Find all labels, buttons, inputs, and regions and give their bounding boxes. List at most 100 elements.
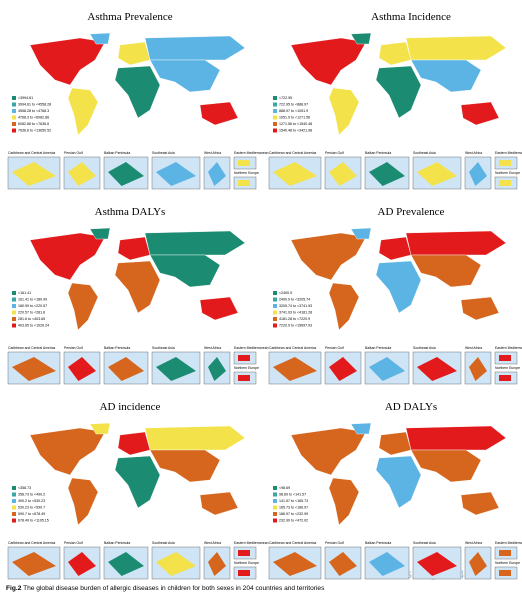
map-panel: AD incidence <358.73 358.73 to <490.2 490.2… (7, 401, 269, 580)
inset-label: Southeast Asia (413, 541, 436, 545)
region (199, 491, 239, 516)
region (375, 65, 422, 119)
region (290, 427, 367, 476)
legend-label: 4181.28 to <7220.9 (279, 317, 310, 321)
legend-label: 232.99 to <472.02 (279, 518, 308, 522)
world-map (29, 422, 246, 526)
world-map (29, 32, 246, 136)
legend-swatch (12, 323, 16, 328)
legend-swatch (12, 102, 16, 107)
inset-land (12, 162, 56, 186)
inset-land (369, 162, 405, 186)
inset-land (499, 570, 511, 576)
legend-label: 161.41 to <180.99 (18, 297, 47, 301)
map-panel: Asthma Prevalence <3994.61 3994.61 to <455… (7, 11, 269, 190)
inset-land (238, 180, 250, 186)
legend-swatch (273, 317, 277, 321)
inset-land (68, 162, 96, 186)
inset-land (68, 552, 96, 576)
legend-swatch (12, 291, 16, 295)
legend-swatch (12, 518, 16, 523)
region (67, 477, 99, 526)
region (460, 296, 500, 321)
map-panel: Asthma Incidence <722.95 722.95 to <888.97… (268, 11, 522, 190)
inset-land (499, 355, 511, 361)
region (199, 296, 239, 321)
panel-title: Asthma DALYs (95, 206, 166, 218)
map-panel: Asthma DALYs <161.41 161.41 to <180.99 180.… (7, 206, 269, 385)
inset-land (499, 180, 511, 186)
inset-label: Persian Gulf (64, 346, 83, 350)
inset-label: Eastern Mediterranean (234, 541, 269, 545)
inset-label: Southeast Asia (152, 151, 175, 155)
inset-land (417, 357, 457, 381)
legend-label: 590.7 to <678.49 (18, 512, 45, 516)
legend-swatch (273, 486, 277, 490)
legend-label: 1051.9 to <1271.56 (279, 115, 310, 119)
inset-label: Caribbean and Central America (269, 346, 316, 350)
inset-land (108, 162, 144, 186)
panel-title: Asthma Prevalence (87, 11, 172, 23)
legend-swatch (12, 512, 16, 516)
legend-swatch (273, 310, 277, 315)
legend-swatch (12, 96, 16, 100)
legend-label: 2400.9 to <3205.74 (279, 297, 310, 301)
insets: Caribbean and Central America Persian Gul… (268, 346, 522, 385)
region (149, 59, 221, 93)
region (410, 449, 482, 483)
inset-label: Caribbean and Central America (269, 151, 316, 155)
panel-title: AD Prevalence (378, 206, 445, 218)
inset-label: Northern Europe (234, 561, 259, 565)
inset-land (469, 357, 487, 381)
region (199, 101, 239, 126)
legend-swatch (12, 499, 16, 503)
legend-swatch (273, 323, 277, 328)
region (114, 65, 161, 119)
inset-land (499, 375, 511, 381)
legend-label: 358.73 to <490.2 (18, 492, 45, 496)
inset-label: Balkan Peninsula (365, 541, 391, 545)
region (375, 455, 422, 509)
legend-swatch (273, 109, 277, 113)
region (67, 282, 99, 331)
region (375, 260, 422, 314)
inset-land (68, 357, 96, 381)
inset-label: Northern Europe (234, 366, 259, 370)
legend-swatch (273, 115, 277, 120)
legend-label: 7220.9 to <15697.93 (279, 323, 312, 327)
region (410, 59, 482, 93)
region (328, 87, 360, 136)
inset-land (417, 162, 457, 186)
region (460, 101, 500, 126)
map-panel: AD Prevalence <2400.9 2400.9 to <3205.74 32… (268, 206, 522, 385)
legend-swatch (273, 505, 277, 510)
region (378, 41, 412, 66)
inset-land (273, 357, 317, 381)
inset-label: Southeast Asia (152, 346, 175, 350)
region (67, 87, 99, 136)
inset-label: Balkan Peninsula (104, 346, 130, 350)
region (144, 230, 246, 256)
region (114, 260, 161, 314)
inset-label: Persian Gulf (325, 346, 344, 350)
inset-label: Persian Gulf (325, 541, 344, 545)
inset-label: Caribbean and Central America (8, 541, 55, 545)
insets: Caribbean and Central America Persian Gul… (7, 346, 269, 385)
region (350, 227, 372, 240)
inset-label: West Africa (204, 346, 221, 350)
inset-land (329, 357, 357, 381)
inset-land (156, 162, 196, 186)
region (378, 236, 412, 261)
inset-land (12, 357, 56, 381)
legend-label: 141.57 to <165.73 (279, 499, 308, 503)
legend-swatch (273, 102, 277, 107)
panel-title: Asthma Incidence (371, 11, 451, 23)
region (114, 455, 161, 509)
legend-swatch (273, 304, 277, 308)
inset-label: West Africa (465, 151, 482, 155)
insets: Caribbean and Central America Persian Gul… (268, 541, 522, 580)
legend-label: 281.6 to <403.65 (18, 317, 45, 321)
inset-label: Eastern Mediterranean (495, 541, 522, 545)
inset-land (499, 550, 511, 556)
